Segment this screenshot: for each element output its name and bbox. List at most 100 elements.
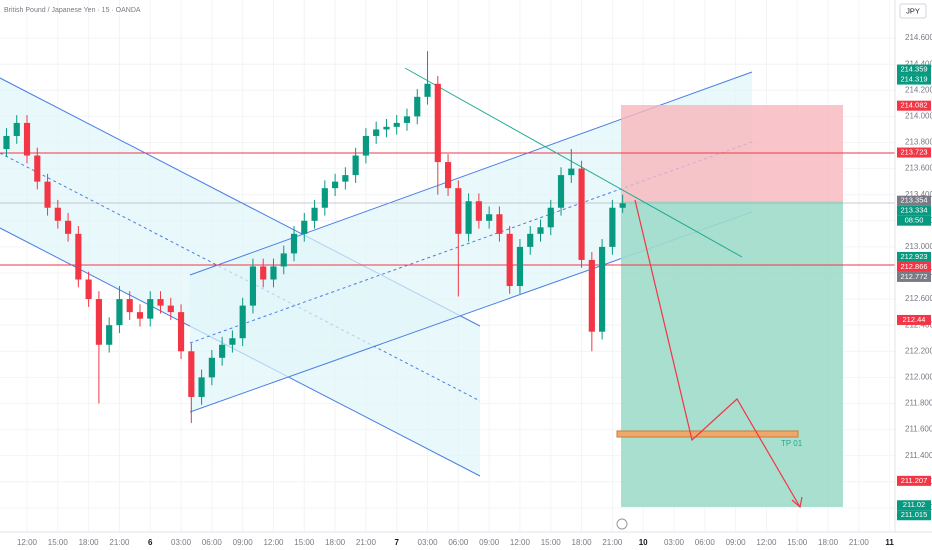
x-tick-label: 12:00: [510, 538, 531, 547]
candle-body: [424, 83, 431, 97]
x-tick-label: 21:00: [602, 538, 623, 547]
candle-body: [34, 155, 41, 182]
x-tick-label: 18:00: [325, 538, 346, 547]
tp-bar: [616, 430, 799, 438]
candle-body: [321, 188, 328, 208]
price-tag-label: 214.359: [900, 65, 927, 74]
x-tick-label: 12:00: [17, 538, 38, 547]
candle-body: [599, 246, 606, 332]
candle-body: [547, 207, 554, 228]
candle-body: [177, 312, 185, 352]
x-tick-label: 06:00: [695, 538, 716, 547]
candle-body: [23, 122, 31, 156]
price-tag: [897, 271, 931, 282]
candle-body: [455, 188, 462, 234]
x-tick-label: 15:00: [48, 538, 69, 547]
x-tick-label: 21:00: [109, 538, 130, 547]
candle-body: [393, 122, 400, 127]
drawings: TP 01: [0, 67, 895, 509]
x-tick-label: 18:00: [818, 538, 839, 547]
candle-body: [44, 181, 51, 208]
y-tick-label: 213.800: [905, 138, 932, 147]
x-tick-label: 18:00: [79, 538, 100, 547]
x-tick-label: 06:00: [202, 538, 223, 547]
candle-body: [229, 338, 236, 345]
candle-body: [280, 253, 287, 267]
x-tick-label: 09:00: [233, 538, 254, 547]
price-tag-label: 213.723: [900, 148, 927, 157]
y-tick-label: 211.400: [905, 451, 932, 460]
candle-body: [568, 168, 575, 176]
x-tick-label: 6: [148, 538, 153, 547]
candle-body: [557, 175, 565, 208]
candle-body: [342, 175, 349, 182]
y-tick-label: 213.400: [905, 190, 932, 199]
x-tick-label: 09:00: [726, 538, 747, 547]
candle-body: [352, 155, 359, 176]
candle-body: [373, 129, 380, 136]
price-tag: [897, 314, 931, 325]
candle-body: [290, 233, 298, 254]
y-tick-label: 214.400: [905, 59, 932, 68]
candle-body: [301, 220, 308, 234]
price-tag-label: 211.02: [903, 500, 925, 509]
x-tick-label: 03:00: [418, 538, 439, 547]
price-tag: [897, 195, 931, 206]
x-tick-label: 11: [885, 538, 894, 547]
target-zone: [621, 201, 843, 507]
price-tag: [897, 251, 931, 262]
candle-body: [188, 351, 195, 397]
candle-body: [13, 122, 20, 136]
tp-label: TP 01: [781, 439, 803, 448]
price-tag: [897, 147, 931, 158]
candle-body: [85, 279, 92, 300]
candle-body: [167, 305, 174, 313]
candle-body: [260, 266, 267, 280]
price-tag-label: 211.207: [901, 476, 928, 485]
candle-body: [311, 207, 318, 221]
y-tick-label: 214.200: [905, 85, 932, 94]
candle-body: [362, 135, 369, 156]
forecast-arrow: [634, 199, 801, 508]
x-tick-label: 18:00: [572, 538, 593, 547]
countdown-tag: [897, 215, 931, 226]
candle-body: [116, 299, 123, 326]
price-tag: [897, 205, 931, 216]
candle-body: [219, 344, 226, 358]
candle-body: [475, 201, 482, 221]
price-tag-label: 212.772: [900, 272, 927, 281]
candle-body: [126, 299, 133, 313]
candle-body: [444, 162, 452, 189]
y-tick-label: 214.000: [905, 112, 932, 121]
candle-body: [465, 201, 472, 234]
price-tag-label: 213.334: [900, 206, 927, 215]
x-tick-label: 7: [394, 538, 399, 547]
candle-body: [270, 266, 277, 280]
chart-title: British Pound / Japanese Yen · 15 · OAND…: [4, 7, 141, 14]
y-tick-label: 214.600: [905, 33, 932, 42]
x-tick-label: 12:00: [756, 538, 777, 547]
candle-body: [403, 116, 411, 123]
candle-body: [434, 83, 441, 163]
candle-body: [249, 266, 257, 306]
price-tag-label: 212.866: [900, 262, 927, 271]
currency: JPY: [906, 6, 920, 15]
x-tick-label: 03:00: [171, 538, 192, 547]
y-tick-label: 212.200: [905, 346, 932, 355]
y-tick-label: 213.000: [905, 242, 932, 251]
candle-body: [198, 377, 205, 397]
x-tick-label: 21:00: [356, 538, 377, 547]
arrow-head: [791, 496, 803, 509]
price-tag-label: 212.44: [903, 315, 926, 324]
x-tick-label: 03:00: [664, 538, 685, 547]
price-tag: [897, 510, 931, 521]
candle-body: [95, 299, 102, 345]
candle-body: [54, 207, 61, 221]
x-tick-label: 09:00: [479, 538, 500, 547]
trend-line: [404, 67, 743, 258]
price-tag: [897, 475, 931, 486]
candle-body: [496, 214, 503, 234]
price-tag: [897, 74, 931, 85]
price-tag-label: 212.923: [900, 252, 927, 261]
